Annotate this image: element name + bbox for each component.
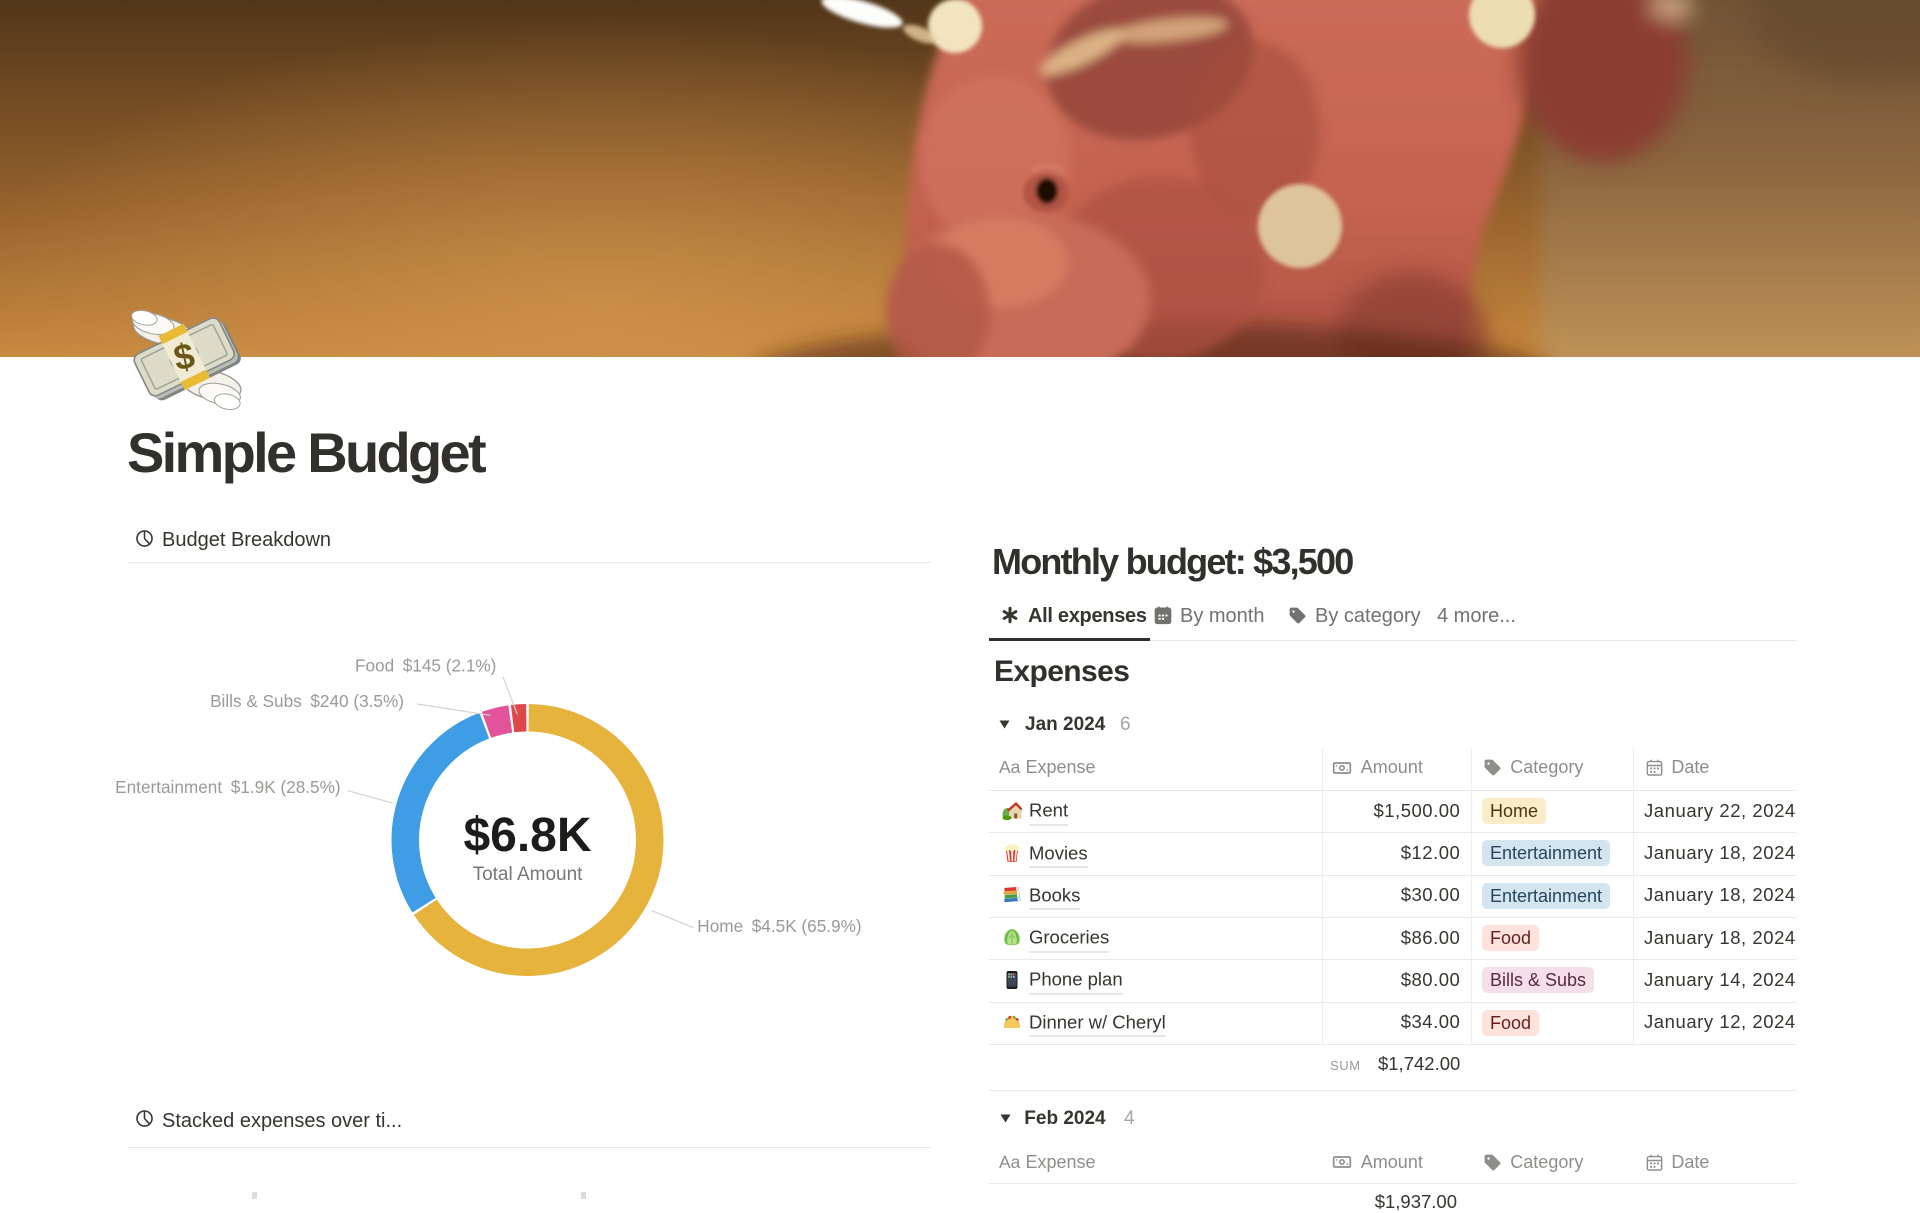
- svg-text:Entertainment $1.9K (28.5%): Entertainment $1.9K (28.5%): [115, 777, 340, 797]
- svg-text:$6.8K: $6.8K: [463, 809, 591, 862]
- svg-text:Home $4.5K (65.9%): Home $4.5K (65.9%): [697, 916, 861, 936]
- svg-text:Bills & Subs $240 (3.5%): Bills & Subs $240 (3.5%): [210, 691, 404, 711]
- svg-text:Total Amount: Total Amount: [473, 864, 584, 885]
- svg-text:Food $145 (2.1%): Food $145 (2.1%): [355, 656, 496, 676]
